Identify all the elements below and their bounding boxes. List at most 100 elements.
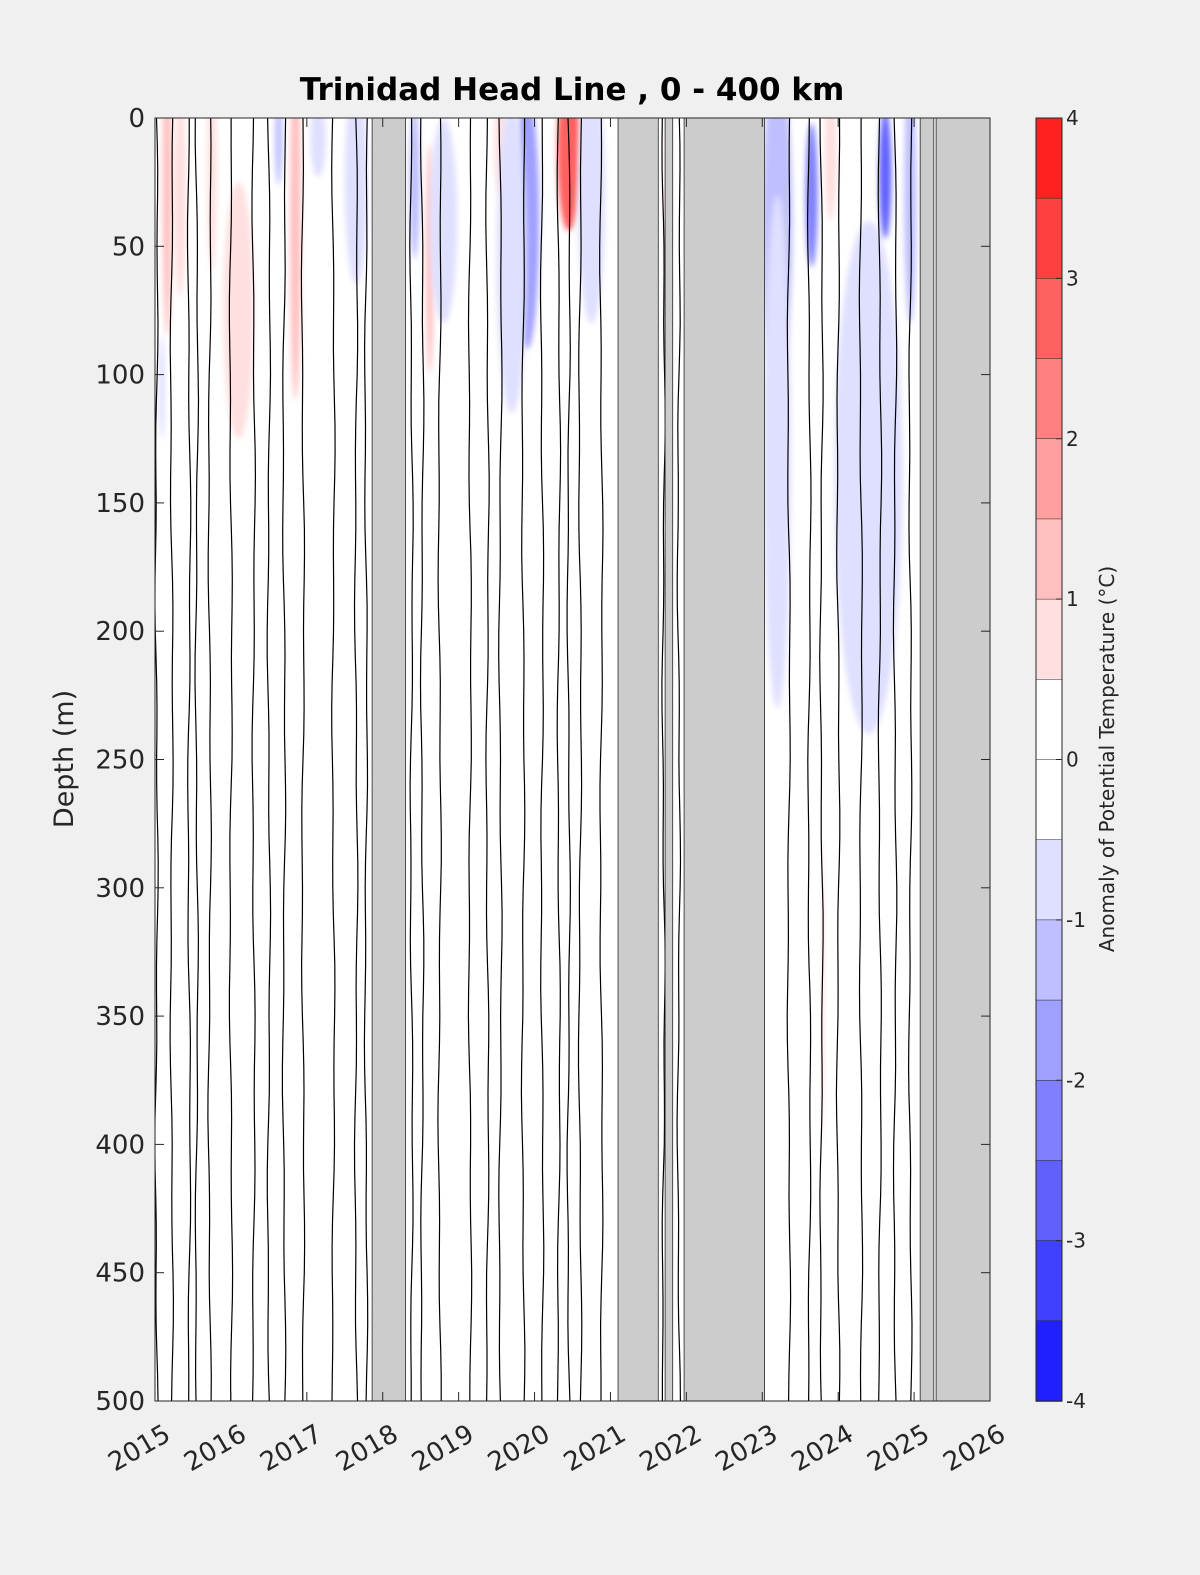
colorbar-segment (1035, 679, 1063, 761)
colorbar-segment (1035, 759, 1063, 841)
anomaly-patch (344, 118, 368, 285)
contour-line (437, 118, 442, 1401)
contour-line (281, 118, 287, 1401)
no-data-bands (371, 117, 991, 1402)
y-axis-ticks: 0 50 100 150 200 250 300 350 400 450 500 (95, 104, 990, 1417)
colorbar-segment (1035, 919, 1063, 1001)
anomaly-patch (274, 118, 283, 185)
colorbar-segment (1035, 518, 1063, 600)
contour-line (892, 118, 898, 1401)
y-tick-label: 150 (95, 489, 145, 519)
contour-line (363, 118, 369, 1401)
contour-line (835, 118, 841, 1401)
contour-line (485, 118, 490, 1401)
colorbar-segment (1035, 438, 1063, 520)
contour-line (877, 118, 883, 1401)
colorbar-tick-label: -1 (1066, 908, 1086, 932)
x-tick-label: 2021 (559, 1419, 631, 1478)
colorbar-segment (1035, 598, 1063, 681)
x-tick-label: 2022 (635, 1419, 707, 1478)
y-tick-label: 200 (95, 617, 145, 647)
contour-line (266, 118, 272, 1401)
contour-line (409, 118, 414, 1401)
colorbar-label: Anomaly of Potential Temperature (°C) (1095, 566, 1119, 952)
x-tick-label: 2025 (862, 1419, 934, 1478)
no-data-band (617, 117, 659, 1402)
contour-line (331, 118, 336, 1401)
colorbar: 4 3 2 1 0 -1 -2 -3 -4 (1035, 106, 1086, 1413)
no-data-band (919, 117, 935, 1402)
y-tick-label: 250 (95, 746, 145, 776)
x-tick-label: 2019 (407, 1419, 479, 1478)
anomaly-layer (158, 118, 917, 1145)
y-tick-label: 50 (112, 232, 145, 262)
colorbar-segment (1035, 1160, 1063, 1242)
contour-line (599, 118, 604, 1401)
x-tick-label: 2015 (103, 1419, 175, 1478)
anomaly-patch (834, 220, 903, 734)
colorbar-tick-label: 2 (1066, 427, 1079, 451)
anomaly-patch (824, 118, 837, 221)
y-tick-label: 0 (128, 104, 145, 134)
contour-line (786, 118, 792, 1401)
colorbar-tick-label: -3 (1066, 1229, 1086, 1253)
x-tick-label: 2018 (331, 1419, 403, 1478)
anomaly-patch (162, 118, 172, 337)
contour-line (819, 118, 824, 1401)
contour-line (577, 118, 583, 1401)
colorbar-segment (1035, 1080, 1063, 1162)
anomaly-patch (290, 118, 301, 401)
y-tick-label: 450 (95, 1259, 145, 1289)
contour-line (228, 118, 234, 1401)
contour-line (353, 118, 359, 1401)
x-tick-label: 2026 (938, 1419, 1010, 1478)
contour-line (858, 118, 864, 1401)
contour-line (300, 118, 306, 1401)
x-tick-label: 2024 (787, 1419, 859, 1478)
no-data-band (371, 117, 406, 1402)
y-tick-label: 400 (95, 1130, 145, 1160)
colorbar-segment (1035, 839, 1063, 921)
anomaly-patch (904, 118, 917, 324)
colorbar-tick-label: 0 (1066, 748, 1079, 772)
y-tick-label: 300 (95, 874, 145, 904)
contour-line (806, 118, 812, 1401)
contour-line (169, 118, 175, 1401)
y-tick-label: 100 (95, 361, 145, 391)
contour-line (566, 118, 572, 1401)
anomaly-patch (763, 194, 792, 709)
contour-line (186, 118, 192, 1401)
colorbar-segment (1035, 1240, 1063, 1322)
contour-line (676, 118, 682, 1401)
anomaly-patch (158, 336, 165, 439)
colorbar-segment (1035, 117, 1063, 199)
anomaly-patch (496, 118, 527, 414)
anomaly-patch (577, 118, 606, 324)
colorbar-tick-label: 3 (1066, 266, 1079, 290)
y-tick-label: 350 (95, 1002, 145, 1032)
colorbar-segment (1035, 278, 1063, 360)
contour-line (907, 118, 913, 1401)
x-tick-label: 2020 (483, 1419, 555, 1478)
colorbar-segment (1035, 1320, 1063, 1402)
anomaly-patch (207, 118, 217, 272)
chart-title: Trinidad Head Line , 0 - 400 km (300, 72, 845, 108)
contour-line (194, 118, 200, 1401)
contour-line (661, 118, 666, 1401)
contour-line (556, 118, 562, 1401)
colorbar-segment (1035, 999, 1063, 1081)
contour-line (467, 118, 473, 1401)
x-tick-label: 2023 (711, 1419, 783, 1478)
anomaly-patch (223, 182, 254, 439)
anomaly-patch (557, 118, 581, 231)
y-tick-label: 500 (95, 1387, 145, 1417)
no-data-band (683, 117, 765, 1402)
colorbar-segment (1035, 358, 1063, 440)
contour-line (419, 118, 425, 1401)
x-tick-label: 2017 (255, 1419, 327, 1478)
anomaly-patch (879, 118, 892, 239)
anomaly-patch (173, 118, 187, 298)
contour-line (539, 118, 545, 1401)
contour-line (520, 118, 526, 1401)
colorbar-tick-label: 1 (1066, 587, 1079, 611)
